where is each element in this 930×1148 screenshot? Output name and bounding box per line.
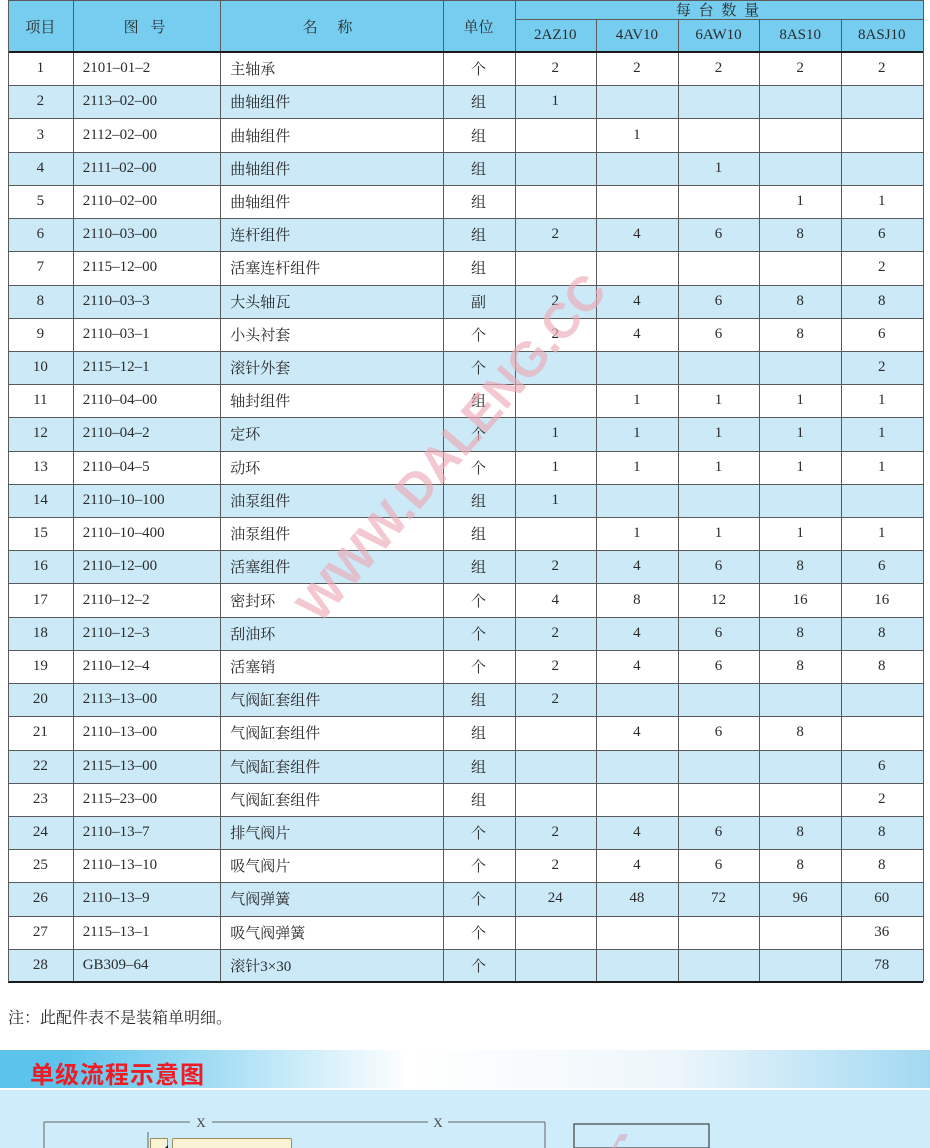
svg-text:X: X (433, 1115, 443, 1130)
svg-text:X: X (196, 1115, 206, 1130)
